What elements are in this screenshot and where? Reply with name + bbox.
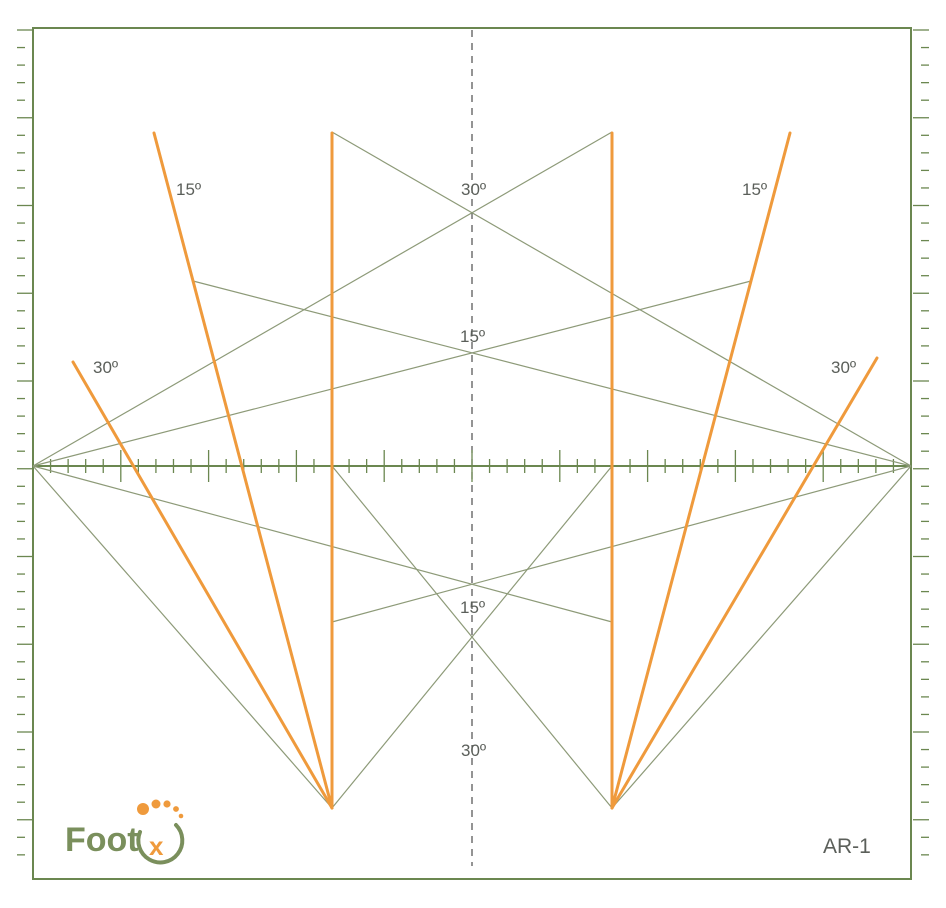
left-15-degree-line — [152, 131, 334, 810]
logo-mark-x: x — [149, 831, 164, 861]
logo-ring-icon — [136, 823, 185, 865]
center-upper-15-label: 15º — [460, 327, 485, 346]
right-15-degree-line — [610, 131, 792, 810]
guide-line — [192, 280, 912, 467]
left-30-label: 30º — [93, 358, 118, 377]
left-30-degree-line — [71, 360, 334, 810]
upper-left-15-label: 15º — [176, 180, 201, 199]
template-code: AR-1 — [823, 835, 871, 858]
guide-line — [611, 465, 912, 809]
guide-line — [331, 131, 912, 467]
upper-center-30-label: 30º — [461, 180, 486, 199]
angle-lines — [71, 131, 879, 810]
guide-lines — [32, 131, 912, 809]
guide-line — [32, 465, 613, 623]
guide-line — [331, 465, 613, 809]
guide-line — [331, 465, 912, 623]
footx-logo: Foot x — [65, 799, 185, 865]
left-ruler-ticks — [17, 29, 33, 856]
logo-wordmark: Foot — [65, 821, 139, 859]
guide-line — [32, 465, 333, 809]
guide-line — [32, 280, 752, 467]
logo-dots-icon — [137, 799, 184, 819]
upper-right-15-label: 15º — [742, 180, 767, 199]
right-30-degree-line — [610, 356, 879, 810]
right-ruler-ticks — [913, 29, 929, 856]
center-lower-30-label: 30º — [461, 741, 486, 760]
guide-line — [32, 131, 613, 467]
right-30-label: 30º — [831, 358, 856, 377]
center-lower-15-label: 15º — [460, 598, 485, 617]
